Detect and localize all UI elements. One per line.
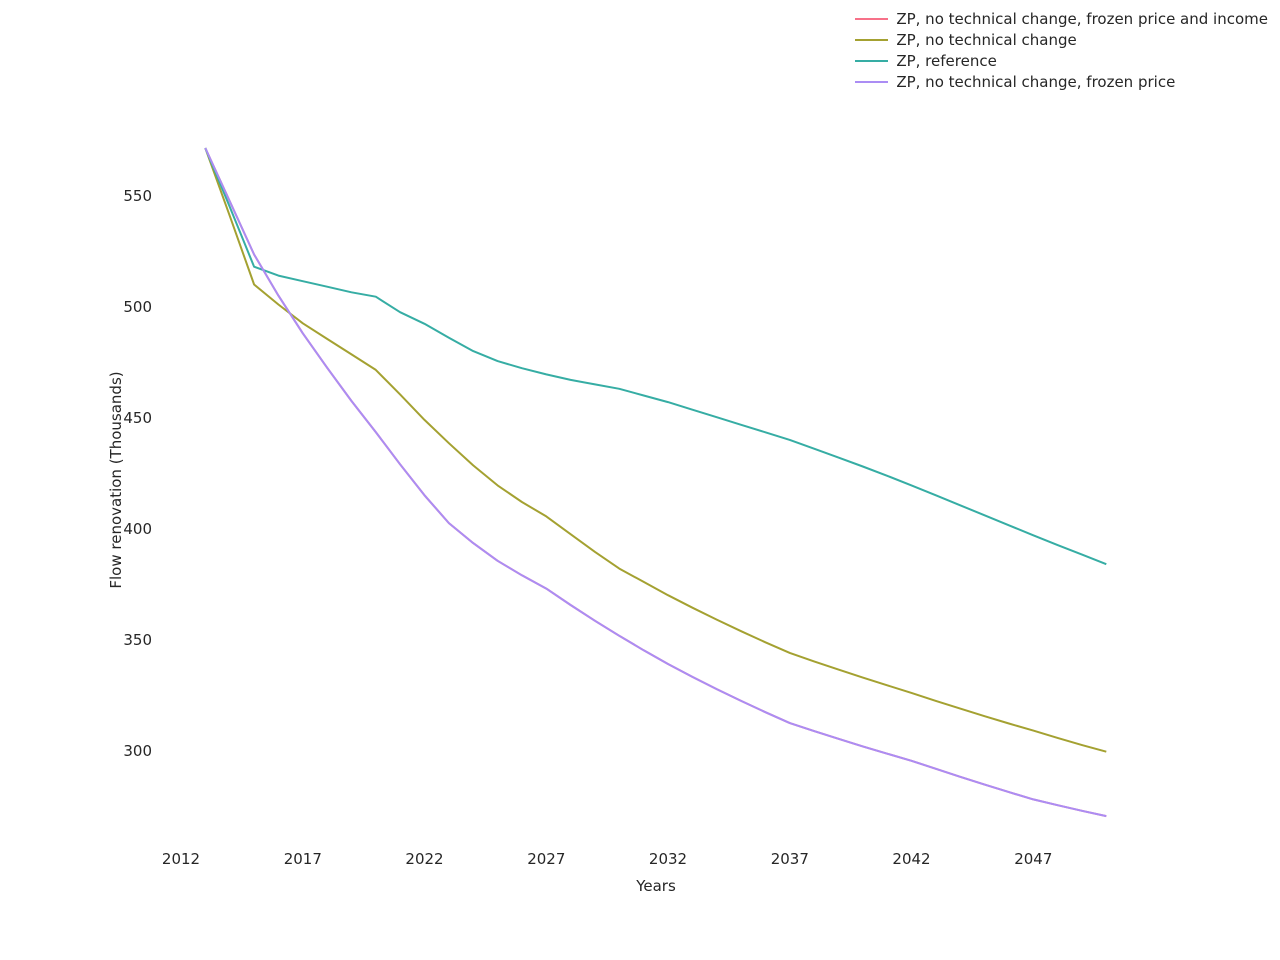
x-tick-label: 2022	[405, 850, 443, 868]
legend-line-swatch	[855, 59, 889, 62]
series-line-1	[204, 147, 1107, 818]
series-line-3	[204, 147, 1107, 566]
y-tick-label: 450	[123, 409, 152, 427]
x-tick-label: 2037	[771, 850, 809, 868]
legend-item-4: ZP, no technical change, frozen price	[855, 71, 1268, 92]
x-tick-label: 2027	[527, 850, 565, 868]
y-axis-title: Flow renovation (Thousands)	[107, 371, 125, 589]
legend-item-1: ZP, no technical change, frozen price an…	[855, 8, 1268, 29]
series-line-2	[204, 147, 1107, 753]
legend-line-swatch	[855, 38, 889, 41]
legend-item-2: ZP, no technical change	[855, 29, 1268, 50]
y-tick-label: 550	[123, 187, 152, 205]
x-tick-label: 2017	[284, 850, 322, 868]
x-tick-label: 2047	[1014, 850, 1052, 868]
y-tick-label: 400	[123, 520, 152, 538]
x-axis-title: Years	[636, 877, 676, 895]
legend-label: ZP, no technical change	[896, 30, 1077, 49]
legend-line-swatch	[855, 80, 889, 83]
legend-label: ZP, reference	[896, 51, 997, 70]
x-tick-label: 2012	[162, 850, 200, 868]
y-tick-label: 500	[123, 298, 152, 316]
legend-label: ZP, no technical change, frozen price	[896, 72, 1176, 91]
legend-item-3: ZP, reference	[855, 50, 1268, 71]
x-tick-label: 2042	[892, 850, 930, 868]
x-tick-label: 2032	[649, 850, 687, 868]
legend-line-swatch	[855, 17, 889, 20]
y-tick-label: 350	[123, 631, 152, 649]
legend: ZP, no technical change, frozen price an…	[855, 8, 1268, 92]
legend-label: ZP, no technical change, frozen price an…	[896, 9, 1268, 28]
series-line-4	[204, 147, 1107, 818]
y-tick-label: 300	[123, 742, 152, 760]
